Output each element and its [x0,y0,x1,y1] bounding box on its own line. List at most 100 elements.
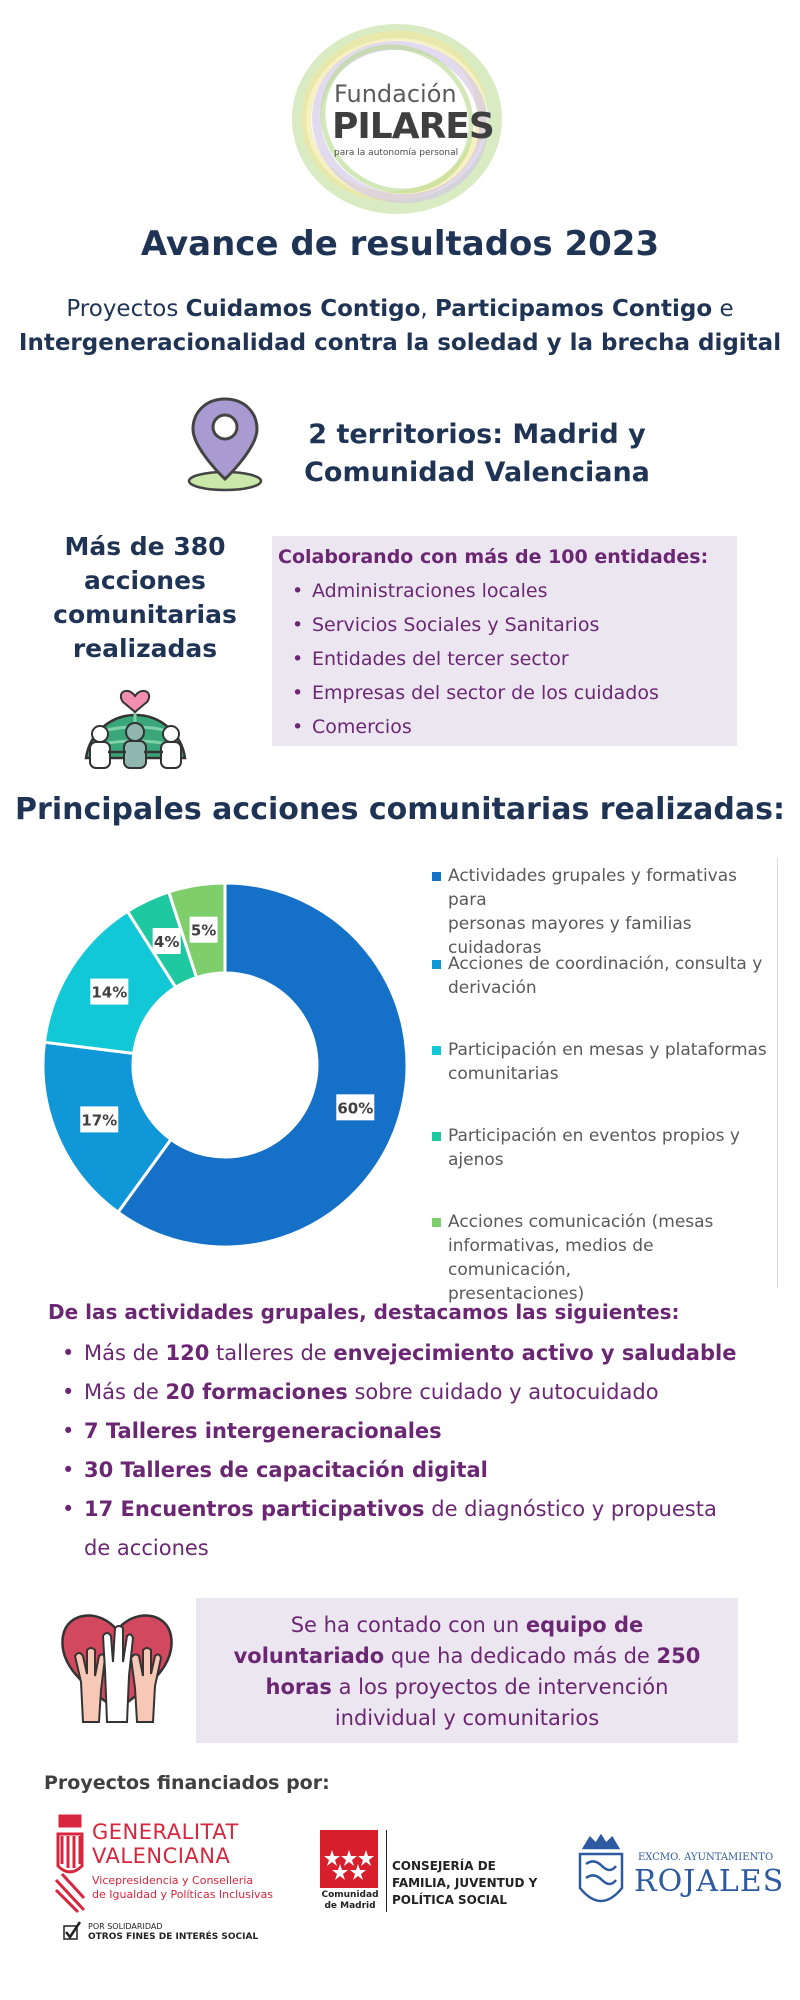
list-item: Más de 20 formaciones sobre cuidado y au… [62,1373,742,1412]
legend-entry: Actividades grupales y formativas para pe… [430,864,775,960]
page-title: Avance de resultados 2023 [140,224,660,264]
voluntariado-highlight: equipo de voluntariado [233,1613,644,1668]
financiados-label: Proyectos financiados por: [44,1772,330,1794]
list-item: Administraciones locales [292,574,731,608]
chart-legend: Actividades grupales y formativas para pe… [430,858,778,1304]
subtitle-sep: , [420,296,436,322]
data-label-text: 14% [91,984,127,1002]
legend-text: derivación [448,978,537,998]
comunidad-madrid-logo: Comunidad de Madrid CONSEJERÍA DE FAMILI… [318,1830,548,1920]
horas-highlight: 250 horas [265,1644,701,1699]
cam-divider [386,1830,387,1912]
data-label-text: 17% [81,1111,117,1129]
territories-line: 2 territorios: Madrid y [308,419,646,450]
rojales-name: ROJALES [634,1864,785,1899]
data-label: 60% [336,1094,375,1121]
data-label-text: 60% [337,1099,373,1117]
logo-swirl-icon [292,24,502,214]
acciones-line: realizadas [72,634,218,663]
legend-entry: Acciones de coordinación, consulta y deri… [430,952,775,1000]
projects-subtitle: Proyectos Cuidamos Contigo, Participamos… [0,292,800,360]
cam-consejeria: CONSEJERÍA DE FAMILIA, JUVENTUD Y POLÍTI… [392,1859,538,1907]
legend-text: Acciones de coordinación, consulta y [448,954,763,974]
legend-text: cuidadoras [448,938,542,958]
rojales-shield-icon [578,1833,624,1903]
gva-conselleria: Vicepresidencia y Conselleria de Igualda… [92,1874,273,1901]
list-item: 30 Talleres de capacitación digital [62,1451,742,1490]
legend-entry: Participación en mesas y plataformas comu… [430,1038,775,1086]
entidades-box: Colaborando con más de 100 entidades: Ad… [272,536,737,746]
acciones-count: Más de 380 acciones comunitarias realiza… [40,530,250,666]
legend-text: Acciones comunicación (mesas [448,1212,714,1232]
entidades-title: Colaborando con más de 100 entidades: [278,546,709,568]
data-label-text: 4% [154,933,179,951]
donut-chart: 60% 17% 14% 4% 5% [41,881,409,1249]
legend-text: personas mayores y familias [448,914,692,934]
data-label-bg [336,1094,375,1121]
logo-text-pilares: PILARES [332,106,495,147]
map-pin-icon [187,397,263,492]
gva-name: VALENCIANA [92,1844,231,1868]
legend-swatch [432,1046,441,1055]
project-intergeneracionalidad: Intergeneracionalidad contra la soledad … [18,330,782,356]
acciones-line: Más de 380 [64,532,226,561]
territories-line: Comunidad Valenciana [304,457,650,488]
list-item: 7 Talleres intergeneracionales [62,1412,742,1451]
madrid-flag-icon [320,1830,378,1888]
legend-entry: Acciones comunicación (mesas informativas… [430,1210,775,1306]
data-label: 14% [90,978,129,1005]
madrid-stars-icon [324,1850,374,1880]
legend-swatch [432,1132,441,1141]
rojales-ayuntamiento: EXCMO. AYUNTAMIENTO [638,1852,774,1863]
data-label: 17% [80,1106,119,1133]
chart-heading: Principales acciones comunitarias realiz… [15,792,785,827]
data-label-bg [189,916,218,943]
list-item: Más de 120 talleres de envejecimiento ac… [62,1334,742,1373]
list-item: 17 Encuentros participativos de diagnóst… [62,1490,742,1568]
legend-text: Participación en mesas y plataformas [448,1040,767,1060]
list-item: Comercios [292,710,731,744]
project-cuidamos: Cuidamos Contigo [185,296,421,322]
generalitat-valenciana-logo: GENERALITAT VALENCIANA Vicepresidencia y… [52,1808,302,1948]
community-globe-icon [84,689,187,769]
legend-text: presentaciones) [448,1284,585,1304]
checkbox-tick-icon [63,1921,82,1940]
project-participamos: Participamos Contigo [435,296,713,322]
voluntariado-box: Se ha contado con un equipo de voluntari… [196,1598,738,1743]
legend-text: Actividades grupales y formativas para [448,866,738,910]
ayuntamiento-rojales-logo: EXCMO. AYUNTAMIENTO ROJALES [572,1833,785,1924]
territories-text: 2 territorios: Madrid y Comunidad Valenc… [282,416,672,492]
legend-text: Participación en eventos propios y [448,1126,740,1146]
logo-text-fundacion: Fundación [334,80,457,108]
acciones-line: acciones [84,566,206,595]
gva-solidaridad: POR SOLIDARIDAD [88,1922,163,1931]
list-item: Servicios Sociales y Sanitarios [292,608,731,642]
data-label-bg [90,978,129,1005]
legend-text: ajenos [448,1150,504,1170]
data-label-bg [152,928,181,955]
cam-name: Comunidad de Madrid [321,1890,379,1911]
destacamos-title: De las actividades grupales, destacamos … [48,1300,680,1324]
donut-slice [115,881,409,1249]
destacamos-list: Más de 120 talleres de envejecimiento ac… [62,1334,742,1568]
logo-text-tagline: para la autonomía personal [334,148,459,158]
data-label-bg [80,1106,119,1133]
gva-emblem-icon [54,1814,86,1914]
legend-text: informativas, medios de comunicación, [448,1236,654,1280]
gva-name: GENERALITAT [92,1820,239,1844]
fundacion-pilares-logo: Fundación PILARES para la autonomía pers… [282,14,512,224]
hands-heart-icon [61,1614,173,1723]
acciones-line: comunitarias [53,600,237,629]
data-label-text: 5% [191,922,216,940]
subtitle-prefix: Proyectos [66,296,186,322]
data-label: 4% [152,928,181,955]
entidades-list: Administraciones locales Servicios Socia… [278,574,731,744]
legend-entry: Participación en eventos propios y ajenos [430,1124,775,1172]
subtitle-sep: e [712,296,734,322]
gva-fines: OTROS FINES DE INTERÉS SOCIAL [88,1932,259,1942]
legend-swatch [432,960,441,969]
list-item: Empresas del sector de los cuidados [292,676,731,710]
data-label: 5% [189,916,218,943]
legend-text: comunitarias [448,1064,559,1084]
legend-swatch [432,1218,441,1227]
